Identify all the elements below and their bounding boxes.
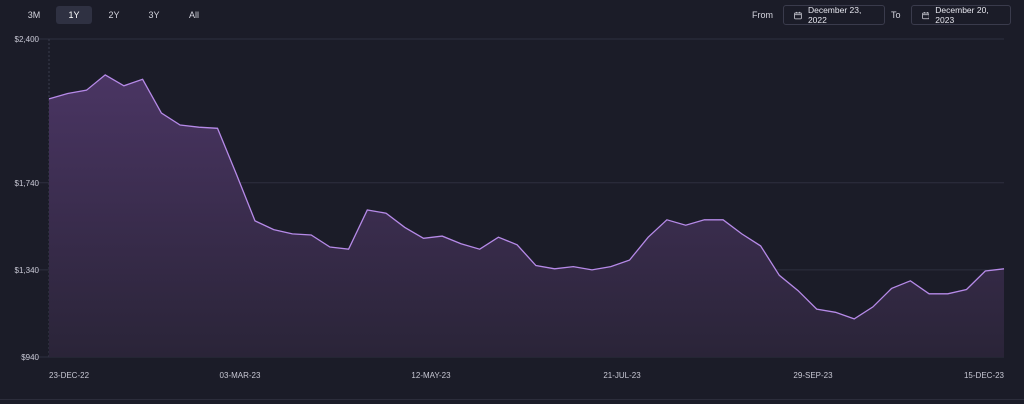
calendar-icon bbox=[921, 11, 930, 19]
tab-all[interactable]: All bbox=[188, 10, 199, 20]
data-point[interactable] bbox=[870, 304, 876, 310]
to-date-group: To December 20, 2023 bbox=[891, 5, 1011, 25]
data-point[interactable] bbox=[140, 76, 146, 82]
data-point[interactable] bbox=[196, 124, 202, 130]
data-point[interactable] bbox=[495, 234, 501, 240]
data-point[interactable] bbox=[589, 267, 595, 273]
data-point[interactable] bbox=[907, 278, 913, 284]
data-point[interactable] bbox=[383, 210, 389, 216]
data-point[interactable] bbox=[102, 72, 108, 78]
data-point[interactable] bbox=[814, 306, 820, 312]
data-point[interactable] bbox=[252, 218, 258, 224]
y-tick-label: $2,400 bbox=[15, 35, 40, 44]
tab-3m[interactable]: 3M bbox=[27, 10, 41, 20]
data-point[interactable] bbox=[477, 246, 483, 252]
data-point[interactable] bbox=[402, 224, 408, 230]
data-point[interactable] bbox=[926, 291, 932, 297]
from-date-value: December 23, 2022 bbox=[807, 5, 862, 25]
data-point[interactable] bbox=[458, 241, 464, 247]
data-point[interactable] bbox=[271, 227, 277, 233]
data-point[interactable] bbox=[364, 207, 370, 213]
data-point[interactable] bbox=[795, 288, 801, 294]
tab-1y[interactable]: 1Y bbox=[56, 6, 92, 24]
data-point[interactable] bbox=[158, 110, 164, 116]
to-label: To bbox=[891, 10, 901, 20]
data-point[interactable] bbox=[346, 246, 352, 252]
x-tick-label: 12-MAY-23 bbox=[411, 371, 451, 380]
data-point[interactable] bbox=[421, 235, 427, 241]
from-date-picker[interactable]: December 23, 2022 bbox=[783, 5, 885, 25]
data-point[interactable] bbox=[945, 291, 951, 297]
range-tabs: 3M 1Y 2Y 3Y All bbox=[16, 6, 212, 24]
bottom-divider bbox=[0, 399, 1024, 400]
data-point[interactable] bbox=[177, 122, 183, 128]
data-point[interactable] bbox=[65, 90, 71, 96]
y-tick-label: $1,340 bbox=[15, 266, 40, 275]
data-point[interactable] bbox=[701, 217, 707, 223]
x-tick-label: 21-JUL-23 bbox=[603, 371, 641, 380]
data-point[interactable] bbox=[570, 264, 576, 270]
x-tick-label: 15-DEC-23 bbox=[964, 371, 1005, 380]
from-label: From bbox=[752, 10, 773, 20]
data-point[interactable] bbox=[1001, 266, 1007, 272]
data-point[interactable] bbox=[608, 264, 614, 270]
data-point[interactable] bbox=[964, 286, 970, 292]
data-point[interactable] bbox=[720, 217, 726, 223]
calendar-icon bbox=[794, 11, 802, 19]
data-point[interactable] bbox=[289, 231, 295, 237]
data-point[interactable] bbox=[327, 244, 333, 250]
data-point[interactable] bbox=[739, 231, 745, 237]
data-point[interactable] bbox=[645, 234, 651, 240]
from-date-group: From December 23, 2022 bbox=[752, 5, 885, 25]
price-area bbox=[49, 74, 1004, 358]
data-point[interactable] bbox=[308, 232, 314, 238]
data-point[interactable] bbox=[626, 257, 632, 263]
data-point[interactable] bbox=[982, 268, 988, 274]
tab-2y[interactable]: 2Y bbox=[108, 10, 120, 20]
data-point[interactable] bbox=[83, 87, 89, 93]
data-point[interactable] bbox=[832, 309, 838, 315]
data-point[interactable] bbox=[889, 285, 895, 291]
x-tick-label: 29-SEP-23 bbox=[793, 371, 833, 380]
data-point[interactable] bbox=[683, 222, 689, 228]
tab-3y[interactable]: 3Y bbox=[148, 10, 160, 20]
data-point[interactable] bbox=[514, 242, 520, 248]
to-date-picker[interactable]: December 20, 2023 bbox=[910, 5, 1011, 25]
data-point[interactable] bbox=[46, 96, 52, 102]
toolbar: 3M 1Y 2Y 3Y All From December 23, 2022 T… bbox=[0, 0, 1024, 32]
data-point[interactable] bbox=[215, 125, 221, 131]
to-date-value: December 20, 2023 bbox=[935, 5, 989, 25]
data-point[interactable] bbox=[758, 243, 764, 249]
data-point[interactable] bbox=[533, 263, 539, 269]
y-tick-label: $940 bbox=[21, 353, 39, 362]
data-point[interactable] bbox=[439, 233, 445, 239]
data-point[interactable] bbox=[552, 266, 558, 272]
data-point[interactable] bbox=[233, 171, 239, 177]
x-tick-label: 03-MAR-23 bbox=[220, 371, 261, 380]
data-point[interactable] bbox=[776, 272, 782, 278]
price-line bbox=[48, 74, 1005, 320]
data-point[interactable] bbox=[121, 83, 127, 89]
x-tick-label: 23-DEC-22 bbox=[49, 371, 90, 380]
y-tick-label: $1,740 bbox=[15, 179, 40, 188]
data-point[interactable] bbox=[851, 316, 857, 322]
data-point[interactable] bbox=[664, 217, 670, 223]
